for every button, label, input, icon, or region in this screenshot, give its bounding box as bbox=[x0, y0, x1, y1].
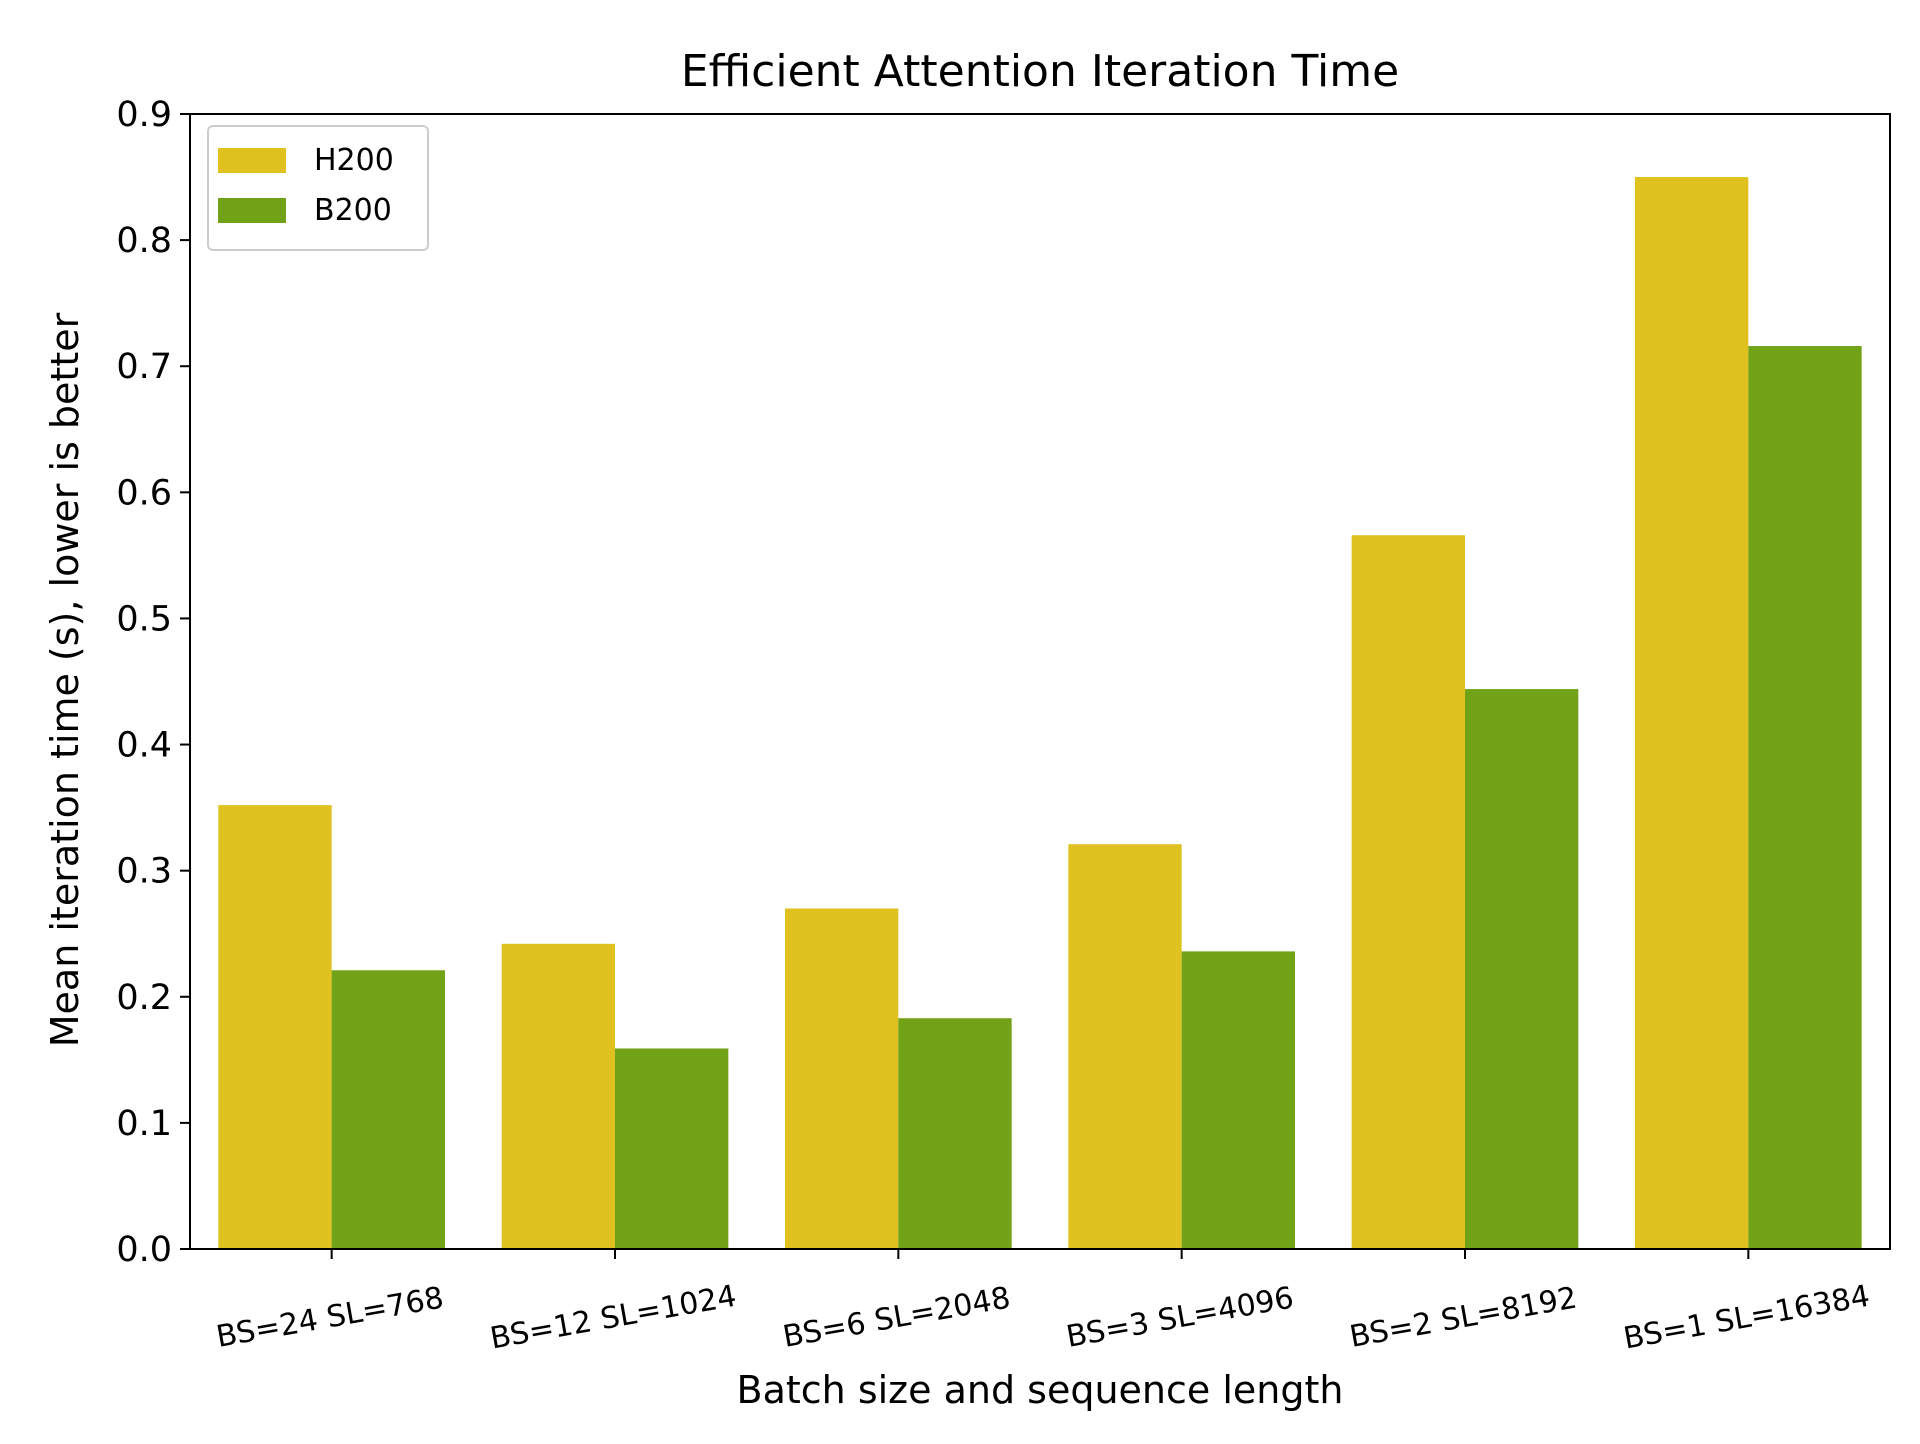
bar-h200-5 bbox=[1351, 535, 1465, 1249]
bar-b200-6 bbox=[1748, 346, 1862, 1249]
y-tick-label: 0.1 bbox=[116, 1104, 172, 1144]
bar-h200-4 bbox=[1068, 844, 1182, 1249]
y-tick-label: 0.8 bbox=[116, 221, 172, 261]
bar-b200-1 bbox=[331, 970, 445, 1249]
x-tick-label: BS=3 SL=4096 bbox=[1064, 1280, 1297, 1354]
y-tick-label: 0.4 bbox=[116, 726, 172, 766]
bar-h200-2 bbox=[501, 943, 615, 1249]
bar-b200-3 bbox=[898, 1018, 1012, 1249]
bar-b200-5 bbox=[1465, 689, 1579, 1249]
bar-h200-1 bbox=[218, 805, 332, 1249]
x-axis-label: Batch size and sequence length bbox=[737, 1368, 1344, 1412]
x-tick-label: BS=2 SL=8192 bbox=[1347, 1280, 1580, 1354]
bars-group bbox=[218, 177, 1862, 1249]
x-tick-label: BS=1 SL=16384 bbox=[1621, 1279, 1872, 1357]
legend-swatch-h200 bbox=[218, 148, 286, 173]
legend-swatch-b200 bbox=[218, 198, 286, 223]
y-tick-label: 0.6 bbox=[116, 473, 172, 513]
plot-frame bbox=[189, 113, 1891, 1250]
y-tick-label: 0.9 bbox=[116, 95, 172, 135]
y-tick-label: 0.3 bbox=[116, 852, 172, 892]
bar-h200-6 bbox=[1635, 177, 1749, 1249]
y-tick-label: 0.7 bbox=[116, 347, 172, 387]
y-tick-label: 0.0 bbox=[116, 1230, 172, 1270]
legend: H200 B200 bbox=[207, 125, 429, 251]
x-tick-label: BS=6 SL=2048 bbox=[780, 1280, 1013, 1354]
bar-b200-2 bbox=[615, 1048, 729, 1249]
legend-label-h200: H200 bbox=[314, 143, 394, 178]
y-axis-label: Mean iteration time (s), lower is better bbox=[43, 312, 87, 1047]
bar-h200-3 bbox=[785, 908, 899, 1249]
chart-title: Efficient Attention Iteration Time bbox=[681, 46, 1399, 97]
y-tick-label: 0.2 bbox=[116, 978, 172, 1018]
legend-label-b200: B200 bbox=[314, 193, 392, 228]
bar-b200-4 bbox=[1181, 951, 1295, 1249]
x-tick-label: BS=12 SL=1024 bbox=[488, 1279, 739, 1357]
y-tick-label: 0.5 bbox=[116, 599, 172, 639]
x-tick-label: BS=24 SL=768 bbox=[214, 1280, 447, 1354]
